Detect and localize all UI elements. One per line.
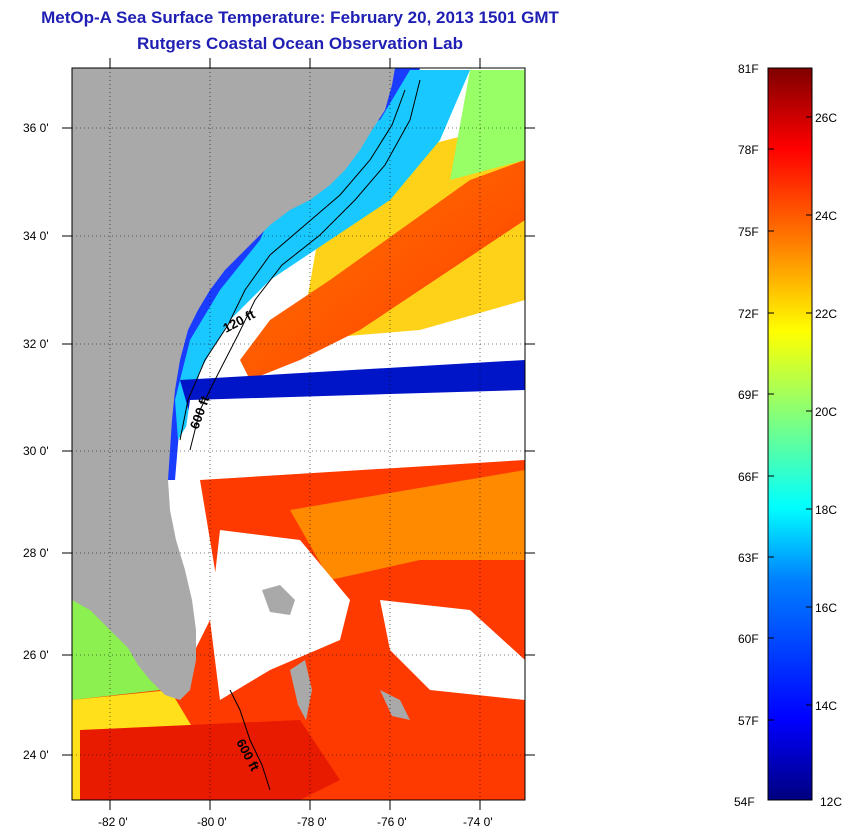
gulf-stream-band <box>240 160 525 380</box>
cb-c-label: 16C <box>815 601 837 615</box>
map-frame <box>71 67 526 801</box>
land-mainland <box>72 68 395 700</box>
lon-label: -74 0' <box>463 815 493 829</box>
contour-600ft <box>189 79 421 451</box>
map-subtitle: Rutgers Coastal Ocean Observation Lab <box>137 34 463 53</box>
colorbar-fahrenheit-labels: 81F 78F 75F 72F 69F 66F 63F 60F 57F 54F <box>734 62 759 809</box>
lat-label: 24 0' <box>23 748 49 762</box>
colorbar <box>767 67 813 801</box>
map-title: MetOp-A Sea Surface Temperature: Februar… <box>41 8 559 27</box>
contour-120ft <box>179 89 406 441</box>
cb-c-label: 26C <box>815 111 837 125</box>
cb-f-label: 57F <box>738 714 759 728</box>
colorbar-ticks <box>768 116 812 721</box>
cb-f-label: 81F <box>738 62 759 76</box>
cb-f-label: 63F <box>738 551 759 565</box>
cb-c-label: 20C <box>815 405 837 419</box>
lon-label: -80 0' <box>197 815 227 829</box>
cb-c-label: 12C <box>820 795 842 809</box>
lat-label: 34 0' <box>23 229 49 243</box>
latitude-axis: 36 0' 34 0' 32 0' 30 0' 28 0' 26 0' 24 0… <box>23 121 49 762</box>
contour-600ft-south <box>229 689 271 791</box>
lat-label: 30 0' <box>23 444 49 458</box>
land-island <box>290 660 312 720</box>
sst-cool-region <box>450 70 525 180</box>
cb-f-label: 54F <box>734 795 755 809</box>
cb-c-label: 18C <box>815 503 837 517</box>
cb-f-label: 69F <box>738 388 759 402</box>
lon-label: -76 0' <box>377 815 407 829</box>
sst-map-panel <box>72 68 525 800</box>
cb-f-label: 66F <box>738 470 759 484</box>
lat-label: 28 0' <box>23 546 49 560</box>
cb-f-label: 72F <box>738 307 759 321</box>
cb-f-label: 75F <box>738 225 759 239</box>
lat-label: 26 0' <box>23 648 49 662</box>
cb-c-label: 14C <box>815 699 837 713</box>
lat-label: 32 0' <box>23 337 49 351</box>
lon-label: -82 0' <box>98 815 128 829</box>
cb-f-label: 60F <box>738 632 759 646</box>
colorbar-celsius-labels: 26C 24C 22C 20C 18C 16C 14C 12C <box>815 111 842 809</box>
land-island <box>262 585 295 615</box>
sst-warm-patch <box>290 470 525 580</box>
lat-label: 36 0' <box>23 121 49 135</box>
cb-c-label: 24C <box>815 209 837 223</box>
sst-shelf-edge <box>175 70 470 440</box>
cb-c-label: 22C <box>815 307 837 321</box>
axis-ticks <box>62 58 535 810</box>
cb-f-label: 78F <box>738 143 759 157</box>
longitude-axis: -82 0' -80 0' -78 0' -76 0' -74 0' <box>98 815 493 829</box>
cloud-east <box>380 600 525 700</box>
lon-label: -78 0' <box>297 815 327 829</box>
cloud-bahamas <box>210 530 350 700</box>
land-island <box>380 690 410 720</box>
